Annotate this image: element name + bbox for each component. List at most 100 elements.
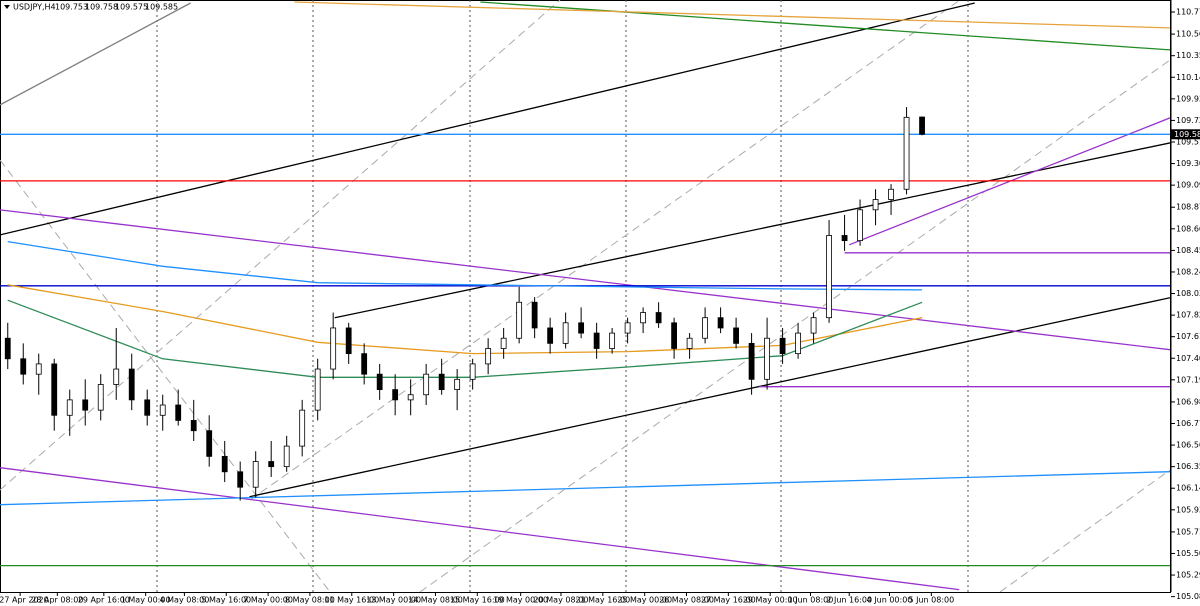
candle-body — [702, 317, 708, 339]
candle-body — [4, 337, 11, 360]
candle-body — [159, 404, 166, 416]
x-tick-label: 7 May 00:00 — [243, 596, 293, 605]
y-tick-label: 109.090 — [1176, 181, 1200, 190]
candle-body — [686, 337, 693, 349]
x-tick-label: 19 May 00:00 — [493, 596, 548, 605]
y-tick-label: 109.300 — [1176, 159, 1200, 168]
candle-body — [407, 394, 414, 401]
x-tick-label: 14 May 08:00 — [408, 596, 463, 605]
candle-body — [516, 301, 523, 339]
candle-body — [423, 373, 430, 396]
candle-body — [764, 337, 770, 380]
candle-body — [314, 368, 321, 411]
y-tick-label: 105.505 — [1176, 549, 1200, 558]
plot-frame — [0, 0, 1171, 593]
candle-body — [128, 368, 135, 401]
x-tick-label: 21 May 16:00 — [575, 596, 630, 605]
x-tick-label: 15 May 16:00 — [450, 596, 505, 605]
price-tag — [1171, 129, 1200, 140]
x-tick-label: 2 Jun 16:00 — [826, 596, 872, 605]
candle-body — [97, 384, 104, 411]
x-tick-label: 4 Jun 00:00 — [867, 596, 913, 605]
candle-body — [345, 327, 352, 355]
y-tick-label: 110.560 — [1176, 30, 1200, 39]
candle-body — [113, 368, 120, 385]
candle-body — [593, 332, 600, 349]
candle-body — [795, 332, 801, 355]
candle-body — [655, 312, 662, 324]
candle-body — [376, 373, 383, 390]
x-tick-label: 8 May 08:00 — [285, 596, 335, 605]
candle-body — [872, 199, 879, 211]
y-tick-label: 109.720 — [1176, 116, 1200, 125]
y-tick-label: 107.405 — [1176, 354, 1200, 363]
candle-body — [531, 301, 538, 329]
x-tick-label: 25 May 00:00 — [617, 596, 672, 605]
candle-body — [206, 430, 213, 457]
x-tick-label: 5 May 16:00 — [201, 596, 251, 605]
candle-body — [624, 322, 631, 334]
candle-body — [857, 209, 863, 242]
y-tick-label: 110.775 — [1176, 8, 1200, 17]
candle-body — [144, 399, 151, 416]
x-tick-label: 1 May 00:00 — [121, 596, 171, 605]
header: USDJPY,H4 109.753 109.758 109.575 109.58… — [4, 3, 178, 12]
candle-body — [299, 409, 306, 447]
fan-line — [0, 0, 561, 491]
candle-body — [252, 461, 259, 488]
y-tick-label: 107.825 — [1176, 311, 1200, 320]
candle-body — [640, 312, 647, 324]
candle-body — [547, 327, 554, 344]
price-tag-label: 109.585 — [1174, 130, 1200, 139]
candle-body — [810, 317, 817, 334]
low: 109.575 — [115, 3, 148, 12]
candle-body — [578, 322, 585, 334]
y-tick-label: 110.140 — [1176, 73, 1200, 82]
candle-body — [20, 358, 27, 375]
menu-arrow[interactable] — [4, 5, 10, 9]
trend-line — [480, 1, 1170, 51]
candle-body — [392, 389, 399, 401]
trend-line — [0, 2, 975, 236]
close: 109.585 — [145, 3, 178, 12]
axes: 110.775 110.560 110.350 110.140 109.930 109.7… — [0, 8, 1200, 605]
x-tick-label: 28 Apr 08:00 — [31, 596, 83, 605]
marks — [0, 1, 1170, 591]
trend-line — [0, 209, 1170, 351]
y-tick-label: 108.245 — [1176, 267, 1200, 276]
x-tick-label: 26 May 08:00 — [659, 596, 714, 605]
candle-body — [469, 363, 476, 380]
candle-body — [330, 327, 337, 370]
candle-body — [888, 188, 894, 200]
candle-body — [283, 445, 290, 468]
candle-body — [361, 353, 368, 375]
y-tick-label: 109.510 — [1176, 137, 1200, 146]
x-tick-label: 27 May 16:00 — [701, 596, 756, 605]
candle-body — [609, 332, 616, 349]
candle-body — [903, 116, 910, 190]
symbol: USDJPY,H4 — [13, 3, 56, 12]
high: 109.758 — [85, 3, 118, 12]
fan-line — [999, 469, 1170, 592]
y-tick-label: 105.715 — [1176, 527, 1200, 536]
candle-body — [51, 363, 58, 416]
candle-body — [485, 348, 492, 365]
trend-line — [0, 467, 960, 591]
moving-average — [7, 240, 923, 291]
x-tick-label: 13 May 00:00 — [366, 596, 421, 605]
candle-body — [562, 322, 569, 344]
candle-body — [748, 342, 755, 380]
candle-body — [237, 471, 244, 488]
decorations — [0, 0, 1170, 592]
x-tick-label: 20 May 08:00 — [534, 596, 589, 605]
candle-body — [66, 399, 73, 416]
y-tick-label: 108.875 — [1176, 203, 1200, 212]
candle-body — [82, 399, 89, 411]
x-tick-label: 27 Apr 2020 — [0, 596, 49, 605]
trend-line — [294, 1, 1170, 29]
y-tick-label: 105.085 — [1176, 592, 1200, 601]
x-tick-label: 1 Jun 08:00 — [788, 596, 834, 605]
trend-line — [0, 471, 1170, 506]
